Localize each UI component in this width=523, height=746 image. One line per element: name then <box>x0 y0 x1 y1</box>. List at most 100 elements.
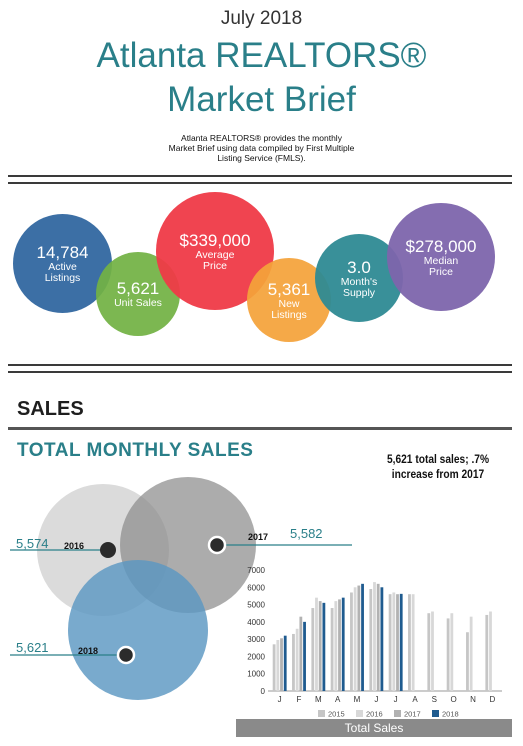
sales-venn-diagram <box>10 477 352 700</box>
intro-line: Market Brief using data compiled by Firs… <box>168 143 355 153</box>
x-tick-label: A <box>335 695 341 704</box>
bar-2015 <box>311 608 315 691</box>
stat-label: Price <box>429 265 453 278</box>
y-tick-label: 3000 <box>247 635 265 644</box>
bar-2015 <box>446 618 450 691</box>
bar-2017 <box>357 585 361 691</box>
venn-year-2017: 2017 <box>248 532 269 542</box>
x-tick-label: O <box>451 695 457 704</box>
chart-footer-label: Total Sales <box>236 719 512 737</box>
bar-2015 <box>408 594 411 691</box>
summary-line: increase from 2017 <box>391 467 485 481</box>
stat-label: Month's <box>340 275 378 288</box>
stat-active-listings: 14,784 Active Listings <box>13 214 112 313</box>
bar-2016 <box>315 597 318 691</box>
stat-value: 5,361 <box>267 279 311 299</box>
legend-label-2017: 2017 <box>404 710 421 719</box>
section-heading: SALES <box>17 398 84 420</box>
x-tick-label: F <box>297 695 302 704</box>
bar-2016 <box>276 640 280 691</box>
bar-2016 <box>334 601 338 691</box>
y-tick-label: 0 <box>261 687 266 696</box>
bar-2018 <box>380 587 384 691</box>
bar-2015 <box>485 614 489 691</box>
bar-2015 <box>330 608 334 691</box>
y-tick-label: 6000 <box>247 583 265 592</box>
divider <box>8 182 512 184</box>
bar-2016 <box>469 616 473 691</box>
x-tick-label: J <box>394 695 398 704</box>
bar-2016 <box>295 628 299 691</box>
bar-2016 <box>489 611 492 691</box>
bar-2015 <box>388 594 392 691</box>
stat-value: 3.0 <box>347 257 371 277</box>
bar-2018 <box>341 597 345 691</box>
legend-swatch-2015 <box>318 710 325 717</box>
stat-unit-sales: 5,621 Unit Sales <box>96 252 180 336</box>
bar-2017 <box>376 583 380 691</box>
divider <box>8 175 512 177</box>
stat-label: New <box>278 297 300 310</box>
y-tick-label: 2000 <box>247 652 265 661</box>
intro-line: Listing Service (FMLS). <box>217 153 306 163</box>
x-tick-label: D <box>489 695 495 704</box>
stat-value: $339,000 <box>179 230 251 250</box>
x-tick-label: S <box>432 695 437 704</box>
divider <box>8 371 512 373</box>
x-tick-label: A <box>412 695 418 704</box>
legend-swatch-2017 <box>394 710 401 717</box>
venn-value-2016: 5,574 <box>16 536 49 551</box>
x-tick-label: N <box>470 695 476 704</box>
x-tick-label: J <box>374 695 378 704</box>
stat-median-price: $278,000 Median Price <box>387 203 495 311</box>
bar-2017 <box>299 616 303 691</box>
stat-label: Average <box>195 248 235 261</box>
bar-2017 <box>318 601 322 691</box>
venn-marker-2016 <box>100 542 116 558</box>
stat-label: Price <box>203 259 227 272</box>
venn-value-2017: 5,582 <box>290 526 323 541</box>
intro-text: Atlanta REALTORS® provides the monthly M… <box>140 133 383 163</box>
bar-2016 <box>450 613 454 691</box>
legend-label-2015: 2015 <box>328 710 345 719</box>
venn-circle-2018 <box>68 560 208 700</box>
legend-swatch-2016 <box>356 710 363 717</box>
bar-2018 <box>322 602 326 691</box>
y-tick-label: 5000 <box>247 601 265 610</box>
x-tick-label: M <box>315 695 322 704</box>
venn-marker-2017 <box>207 535 227 555</box>
report-title-line1: Atlanta REALTORS® <box>96 36 427 75</box>
y-tick-label: 7000 <box>247 566 265 575</box>
report-month: July 2018 <box>220 8 303 29</box>
legend-label-2018: 2018 <box>442 710 459 719</box>
venn-value-2018: 5,621 <box>16 640 49 655</box>
stat-label: Listings <box>271 308 307 321</box>
bar-2015 <box>466 632 469 691</box>
bar-2017 <box>396 594 399 691</box>
stat-label: Listings <box>44 272 81 284</box>
x-tick-label: M <box>354 695 361 704</box>
venn-year-2016: 2016 <box>64 541 85 551</box>
stat-label: Supply <box>342 286 376 299</box>
legend-swatch-2018 <box>432 710 439 717</box>
venn-marker-2018 <box>116 645 136 665</box>
bar-2015 <box>292 633 295 691</box>
bar-2016 <box>353 587 357 691</box>
bar-2015 <box>427 613 431 691</box>
y-tick-label: 4000 <box>247 618 265 627</box>
monthly-sales-chart: 0 1000 2000 3000 4000 5000 6000 7000 J F M A M J J A S O N… <box>247 566 502 719</box>
bar-2018 <box>283 635 287 691</box>
x-tick-label: J <box>278 695 282 704</box>
intro-line: Atlanta REALTORS® provides the monthly <box>181 133 342 143</box>
bar-2018 <box>303 621 306 691</box>
bar-2015 <box>350 592 353 691</box>
stat-value: $278,000 <box>405 236 477 256</box>
subsection-heading: TOTAL MONTHLY SALES <box>17 440 254 461</box>
bar-2016 <box>373 582 376 691</box>
y-tick-label: 1000 <box>247 670 265 679</box>
stat-value: 14,784 <box>36 243 89 262</box>
sales-summary: 5,621 total sales; .7% increase from 201… <box>379 452 498 482</box>
bar-2016 <box>431 611 434 691</box>
stat-value: 5,621 <box>116 279 160 298</box>
bar-2017 <box>280 638 283 691</box>
